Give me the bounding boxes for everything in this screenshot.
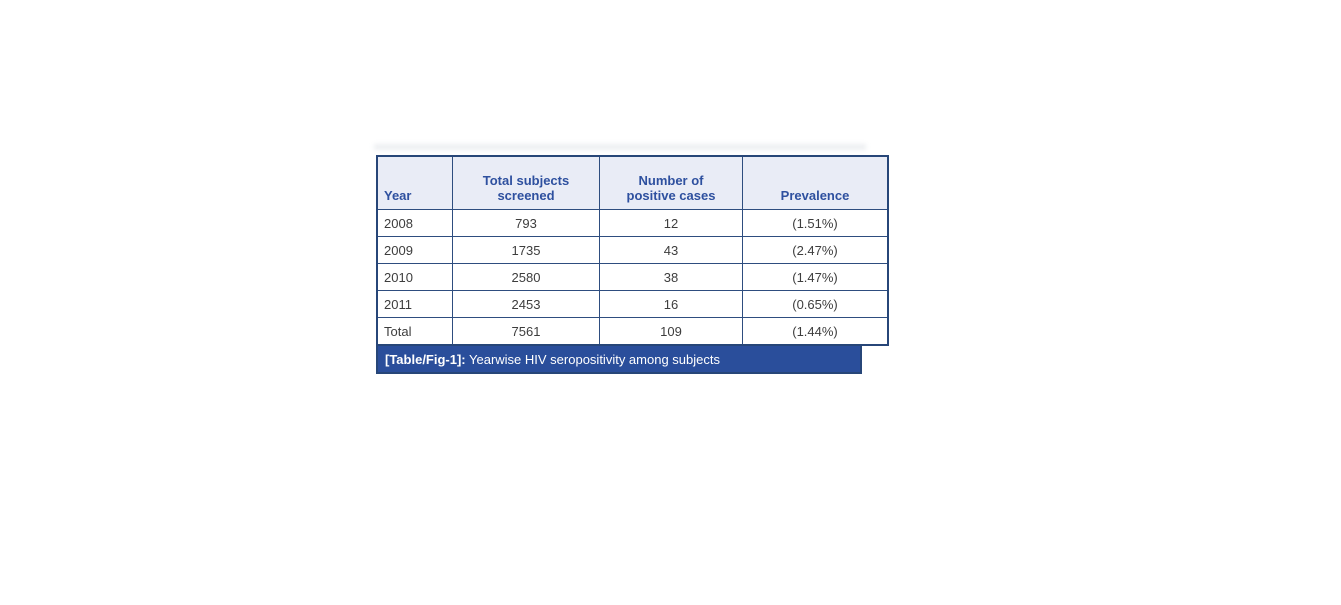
cell-positive: 38 xyxy=(599,263,743,291)
cell-year: 2011 xyxy=(376,290,453,318)
cell-screened: 2453 xyxy=(452,290,600,318)
data-table: Year Total subjects screened Number of p… xyxy=(376,155,889,346)
table-row-2008: 2008 793 12 (1.51%) xyxy=(376,209,889,237)
cell-year: 2009 xyxy=(376,236,453,264)
table-figure: Year Total subjects screened Number of p… xyxy=(376,155,889,374)
table-row-total: Total 7561 109 (1.44%) xyxy=(376,317,889,346)
column-header-label: Year xyxy=(384,188,412,203)
column-header-label: Prevalence xyxy=(780,188,850,203)
cell-screened: 793 xyxy=(452,209,600,237)
cell-prevalence: (0.65%) xyxy=(742,290,889,318)
column-header-label-line: screened xyxy=(497,188,555,203)
column-header-year: Year xyxy=(376,155,453,210)
table-row-2011: 2011 2453 16 (0.65%) xyxy=(376,290,889,318)
cell-screened: 2580 xyxy=(452,263,600,291)
table-row-2009: 2009 1735 43 (2.47%) xyxy=(376,236,889,264)
cell-positive: 109 xyxy=(599,317,743,346)
caption-label: [Table/Fig-1]: xyxy=(385,352,466,367)
cell-prevalence: (2.47%) xyxy=(742,236,889,264)
table-row-2010: 2010 2580 38 (1.47%) xyxy=(376,263,889,291)
table-caption: [Table/Fig-1]: Yearwise HIV seropositivi… xyxy=(376,346,862,374)
column-header-label-line: Number of xyxy=(638,173,704,188)
column-header-prevalence: Prevalence xyxy=(742,155,889,210)
cell-prevalence: (1.47%) xyxy=(742,263,889,291)
cell-positive: 12 xyxy=(599,209,743,237)
cell-year: Total xyxy=(376,317,453,346)
cell-screened: 1735 xyxy=(452,236,600,264)
caption-text: Yearwise HIV seropositivity among subjec… xyxy=(465,352,720,367)
table-header: Year Total subjects screened Number of p… xyxy=(376,155,889,210)
column-header-label-line: positive cases xyxy=(626,188,716,203)
cell-year: 2010 xyxy=(376,263,453,291)
cell-prevalence: (1.51%) xyxy=(742,209,889,237)
column-header-total-subjects-screened: Total subjects screened xyxy=(452,155,600,210)
table-body: 2008 793 12 (1.51%) 2009 1735 43 (2.47%)… xyxy=(376,209,889,346)
column-header-label-line: Total subjects xyxy=(482,173,570,188)
header-row: Year Total subjects screened Number of p… xyxy=(376,155,889,210)
column-header-number-of-positive-cases: Number of positive cases xyxy=(599,155,743,210)
cell-positive: 16 xyxy=(599,290,743,318)
cell-screened: 7561 xyxy=(452,317,600,346)
cell-prevalence: (1.44%) xyxy=(742,317,889,346)
cell-positive: 43 xyxy=(599,236,743,264)
scan-artifact xyxy=(374,144,866,150)
cell-year: 2008 xyxy=(376,209,453,237)
